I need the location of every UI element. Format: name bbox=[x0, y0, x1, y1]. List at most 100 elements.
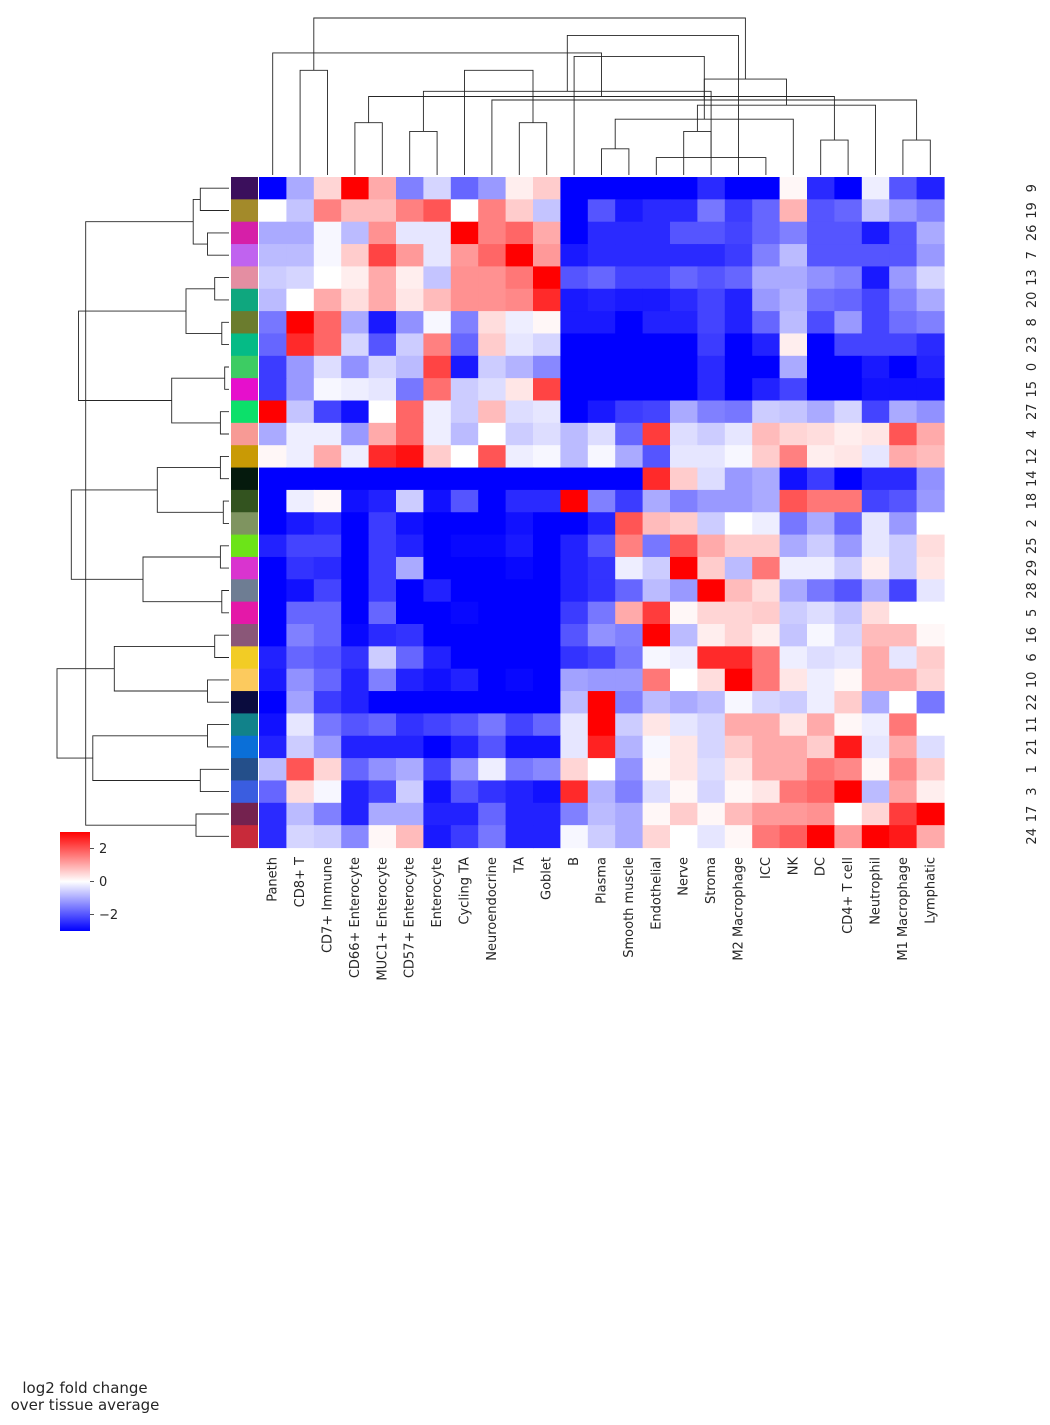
dendrogram-link bbox=[820, 139, 849, 175]
heatmap-cell bbox=[615, 825, 644, 849]
heatmap-cell bbox=[642, 556, 671, 580]
heatmap-cell bbox=[423, 221, 452, 245]
heatmap-cell bbox=[560, 221, 589, 245]
heatmap-cell bbox=[889, 266, 918, 290]
colorbar-label-line-1: log2 fold change bbox=[22, 1379, 148, 1397]
heatmap-cell bbox=[259, 400, 287, 424]
heatmap-cell bbox=[642, 601, 671, 625]
heatmap-cell bbox=[533, 691, 561, 714]
heatmap-cell bbox=[642, 400, 671, 424]
heatmap-cell bbox=[916, 579, 945, 603]
heatmap-cell bbox=[642, 691, 671, 714]
heatmap-cell bbox=[341, 221, 370, 245]
heatmap-cell bbox=[752, 579, 781, 603]
heatmap-cell bbox=[615, 311, 644, 335]
heatmap-cell bbox=[861, 668, 890, 692]
heatmap-cell bbox=[916, 445, 945, 469]
heatmap-cell bbox=[807, 400, 835, 424]
heatmap-cell bbox=[834, 780, 863, 804]
heatmap-cell bbox=[861, 601, 890, 625]
heatmap-cell bbox=[779, 556, 808, 580]
heatmap-cell bbox=[861, 825, 890, 849]
heatmap-cell bbox=[724, 355, 753, 379]
heatmap-cell bbox=[861, 333, 890, 357]
row-color-swatch bbox=[231, 579, 258, 603]
heatmap-cell bbox=[533, 467, 561, 491]
heatmap-cell bbox=[834, 646, 863, 670]
heatmap-cell bbox=[450, 221, 479, 245]
column-label: Endothelial bbox=[649, 857, 664, 930]
heatmap-cell bbox=[423, 489, 452, 513]
heatmap-cell bbox=[779, 668, 808, 692]
heatmap-cell bbox=[313, 445, 342, 469]
dendrogram-link bbox=[56, 668, 115, 759]
heatmap-cell bbox=[286, 758, 315, 782]
heatmap-cell bbox=[505, 668, 534, 692]
row-label: 26 bbox=[1025, 225, 1040, 242]
heatmap-cell bbox=[286, 601, 315, 625]
heatmap-cell bbox=[313, 668, 342, 692]
colorbar-gradient bbox=[60, 832, 90, 931]
heatmap-cell bbox=[615, 288, 644, 312]
row-label: 7 bbox=[1025, 251, 1040, 259]
heatmap-cell bbox=[533, 825, 561, 849]
heatmap-cell bbox=[615, 556, 644, 580]
heatmap-cell bbox=[889, 355, 918, 379]
heatmap-cell bbox=[642, 802, 671, 826]
heatmap-cell bbox=[560, 199, 589, 223]
heatmap-cell bbox=[670, 467, 698, 491]
dendrogram-link bbox=[222, 500, 229, 524]
heatmap-cell bbox=[615, 646, 644, 670]
heatmap-cell bbox=[505, 467, 534, 491]
colorbar-label-line-2: over tissue average bbox=[10, 1396, 160, 1414]
column-label: MUC1+ Enterocyte bbox=[375, 857, 390, 981]
heatmap-cell bbox=[697, 668, 726, 692]
heatmap-cell bbox=[916, 467, 945, 491]
row-labels: 9192671320823015274121418225292851661022… bbox=[1025, 184, 1040, 845]
heatmap-cell bbox=[313, 221, 342, 245]
heatmap-cell bbox=[724, 266, 753, 290]
heatmap-cell bbox=[313, 244, 342, 267]
dendrogram-link bbox=[464, 69, 534, 175]
heatmap-cell bbox=[341, 199, 370, 223]
heatmap-cell bbox=[533, 378, 561, 402]
heatmap-cell bbox=[779, 400, 808, 424]
heatmap-cell bbox=[341, 668, 370, 692]
heatmap-cell bbox=[368, 534, 397, 558]
heatmap-cell bbox=[396, 467, 424, 491]
column-label: DC bbox=[814, 857, 829, 876]
row-label: 1 bbox=[1025, 765, 1040, 773]
heatmap-cell bbox=[341, 489, 370, 513]
heatmap-cell bbox=[505, 556, 534, 580]
heatmap-cell bbox=[533, 512, 561, 536]
heatmap-cell bbox=[670, 400, 698, 424]
heatmap-cell bbox=[505, 646, 534, 670]
heatmap-cell bbox=[341, 780, 370, 804]
heatmap-cell bbox=[533, 758, 561, 782]
heatmap-cell bbox=[423, 713, 452, 737]
dendrogram-link bbox=[614, 118, 794, 175]
heatmap-cell bbox=[615, 601, 644, 625]
heatmap-cell bbox=[724, 467, 753, 491]
heatmap-cell bbox=[259, 333, 287, 357]
heatmap-cell bbox=[752, 177, 781, 200]
heatmap-cell bbox=[670, 244, 698, 267]
row-label: 25 bbox=[1025, 538, 1040, 555]
heatmap-cell bbox=[916, 534, 945, 558]
dendrogram-link bbox=[195, 813, 229, 837]
heatmap-cell bbox=[779, 691, 808, 714]
heatmap-cell bbox=[834, 244, 863, 267]
heatmap-cell bbox=[615, 735, 644, 759]
heatmap-cell bbox=[505, 758, 534, 782]
heatmap-cell bbox=[697, 579, 726, 603]
heatmap-cell bbox=[313, 713, 342, 737]
heatmap-cell bbox=[861, 579, 890, 603]
heatmap-cell bbox=[752, 601, 781, 625]
heatmap-cell bbox=[861, 780, 890, 804]
heatmap-cell bbox=[533, 668, 561, 692]
heatmap-cell bbox=[587, 691, 616, 714]
heatmap-cell bbox=[697, 311, 726, 335]
heatmap-cell bbox=[807, 199, 835, 223]
heatmap-cell bbox=[861, 355, 890, 379]
heatmap-cell bbox=[368, 780, 397, 804]
